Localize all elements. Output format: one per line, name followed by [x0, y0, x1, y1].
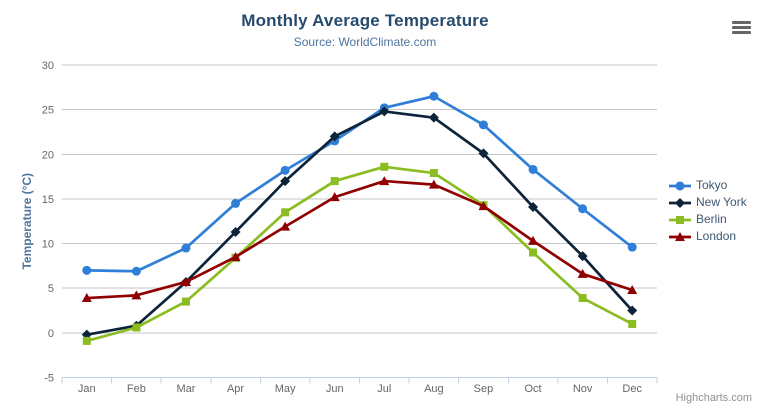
legend: Tokyo New York Berlin London — [669, 176, 747, 244]
series-new-york[interactable] — [81, 106, 638, 340]
y-tick-label: -5 — [44, 373, 54, 385]
highcharts-credit[interactable]: Highcharts.com — [675, 392, 752, 404]
y-gridlines — [62, 64, 657, 378]
legend-marker-triangle-icon — [669, 230, 691, 242]
legend-marker-circle-icon — [669, 179, 691, 191]
legend-label-london: London — [696, 228, 737, 243]
x-tick-label: Aug — [424, 383, 444, 395]
x-tick-label: Sep — [474, 383, 494, 395]
x-tick-label: Jul — [377, 383, 391, 395]
legend-label-berlin: Berlin — [696, 211, 727, 226]
x-tick-label: Jan — [78, 383, 96, 395]
x-tick-label: Mar — [176, 383, 195, 395]
x-axis-labels: Jan Feb Mar Apr May Jun Jul Aug Sep Oct Nov Dec — [78, 383, 643, 395]
y-axis-labels: -5 0 5 10 15 20 25 30 — [42, 60, 54, 385]
export-menu-button[interactable] — [732, 21, 751, 34]
legend-item-new-york[interactable]: New York — [669, 193, 747, 210]
chart-title: Monthly Average Temperature — [241, 11, 489, 30]
y-axis-title: Temperature (°C) — [20, 173, 34, 270]
y-tick-label: 0 — [48, 328, 54, 340]
chart-subtitle: Source: WorldClimate.com — [293, 35, 437, 49]
x-tick-label: Apr — [227, 383, 244, 395]
y-tick-label: 25 — [42, 105, 54, 117]
legend-marker-diamond-icon — [669, 196, 691, 208]
x-tick-label: Oct — [524, 383, 541, 395]
legend-label-tokyo: Tokyo — [696, 177, 728, 192]
series-tokyo[interactable] — [82, 91, 637, 276]
y-tick-label: 30 — [42, 60, 54, 72]
x-tick-label: Jun — [326, 383, 344, 395]
legend-item-tokyo[interactable]: Tokyo — [669, 176, 747, 193]
legend-label-new-york: New York — [696, 194, 747, 209]
y-tick-label: 15 — [42, 194, 54, 206]
y-tick-label: 5 — [48, 283, 54, 295]
hamburger-icon — [732, 26, 751, 29]
x-tick-label: Nov — [573, 383, 593, 395]
legend-item-berlin[interactable]: Berlin — [669, 210, 747, 227]
x-tick-label: Dec — [622, 383, 642, 395]
hamburger-icon — [732, 21, 751, 24]
x-tick-label: May — [275, 383, 296, 395]
y-tick-label: 20 — [42, 149, 54, 161]
x-tick-label: Feb — [127, 383, 146, 395]
legend-item-london[interactable]: London — [669, 227, 747, 244]
hamburger-icon — [732, 31, 751, 34]
legend-marker-square-icon — [669, 213, 691, 225]
y-tick-label: 10 — [42, 239, 54, 251]
series-london[interactable] — [81, 176, 638, 303]
x-axis — [61, 377, 658, 384]
